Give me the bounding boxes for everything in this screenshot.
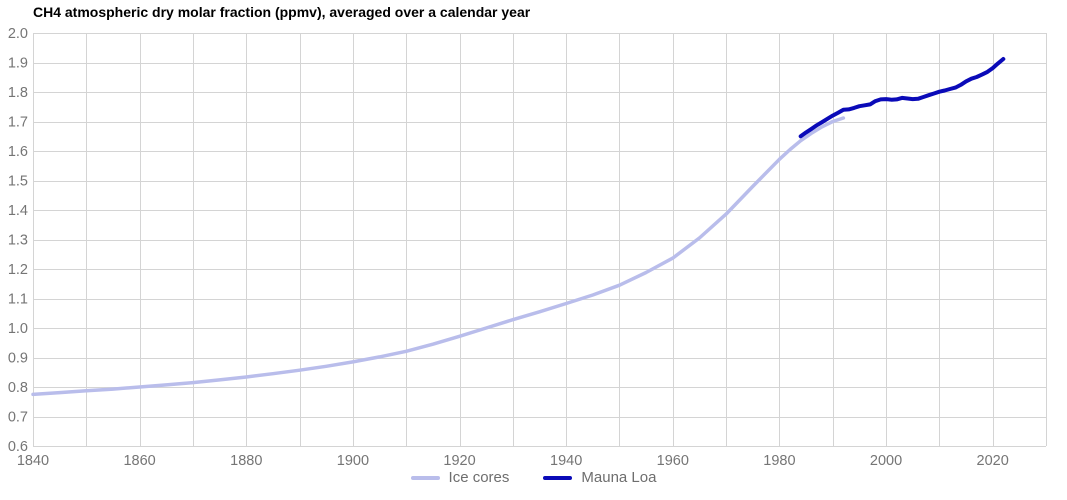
y-tick-label: 0.9 [8,351,28,367]
y-tick-label: 1.2 [8,262,28,278]
legend-item-mauna-loa[interactable]: Mauna Loa [543,469,656,486]
legend-label-ice-cores: Ice cores [448,469,510,486]
y-tick-label: 0.6 [8,439,28,455]
x-tick-label: 1860 [123,453,155,468]
series-line-ice-cores [31,116,846,397]
y-tick-label: 1.0 [8,321,28,337]
y-tick-label: 1.8 [8,85,28,101]
x-tick-label: 1900 [337,453,369,468]
y-tick-label: 0.8 [8,380,28,396]
y-tick-label: 1.5 [8,174,28,190]
x-tick-label: 1880 [230,453,262,468]
y-tick-label: 1.6 [8,144,28,160]
plot-area: 0.6 0.7 0.8 0.9 1.0 1.1 1.2 1.3 1.4 1.5 1.6 1.7 1.8 1… [8,26,1047,468]
series-line-mauna-loa [798,57,1006,139]
legend-label-mauna-loa: Mauna Loa [581,469,657,486]
x-tick-label: 1840 [17,453,49,468]
x-tick-label: 1920 [443,453,475,468]
y-tick-label: 2.0 [8,26,28,42]
legend: Ice cores Mauna Loa [0,469,1067,486]
x-tick-label: 2000 [870,453,902,468]
x-tick-label: 1940 [550,453,582,468]
chart-title: CH4 atmospheric dry molar fraction (ppmv… [33,4,531,20]
x-tick-label: 1960 [657,453,689,468]
y-tick-label: 1.1 [8,292,28,308]
ice-cores-line-swatch [410,475,440,480]
y-tick-label: 1.4 [8,203,28,219]
legend-item-ice-cores[interactable]: Ice cores [410,469,510,486]
x-tick-label: 1980 [763,453,795,468]
y-tick-label: 1.9 [8,56,28,72]
mauna-loa-line-swatch [543,475,573,480]
x-tick-label: 2020 [977,453,1009,468]
y-tick-label: 1.7 [8,115,28,131]
y-tick-label: 1.3 [8,233,28,249]
y-tick-label: 0.7 [8,410,28,426]
